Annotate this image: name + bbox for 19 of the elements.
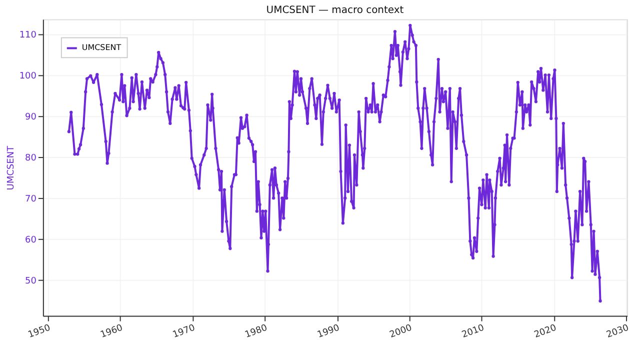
x-tick-label: 2020: [533, 323, 558, 340]
x-tick-label: 1960: [99, 323, 124, 340]
y-tick-label: 110: [19, 30, 37, 40]
x-tick-label: 2000: [388, 323, 414, 340]
x-tick-label: 1950: [27, 323, 52, 340]
x-tick-label: 2010: [460, 323, 486, 340]
y-tick-label: 100: [19, 72, 37, 82]
y-tick-label: 50: [25, 276, 37, 287]
chart-title: UMCSENT — macro context: [266, 5, 404, 16]
x-tick-label: 2030: [605, 323, 630, 340]
x-tick-label: 1990: [316, 323, 342, 340]
y-tick-label: 60: [25, 236, 37, 246]
y-axis-title: UMCSENT: [6, 145, 16, 190]
y-tick-label: 80: [25, 154, 37, 164]
x-tick-label: 1980: [244, 323, 270, 340]
legend-label: UMCSENT: [82, 43, 122, 52]
y-tick-label: 70: [25, 194, 37, 205]
x-tick-label: 1970: [172, 323, 197, 340]
y-tick-label: 90: [25, 112, 37, 123]
